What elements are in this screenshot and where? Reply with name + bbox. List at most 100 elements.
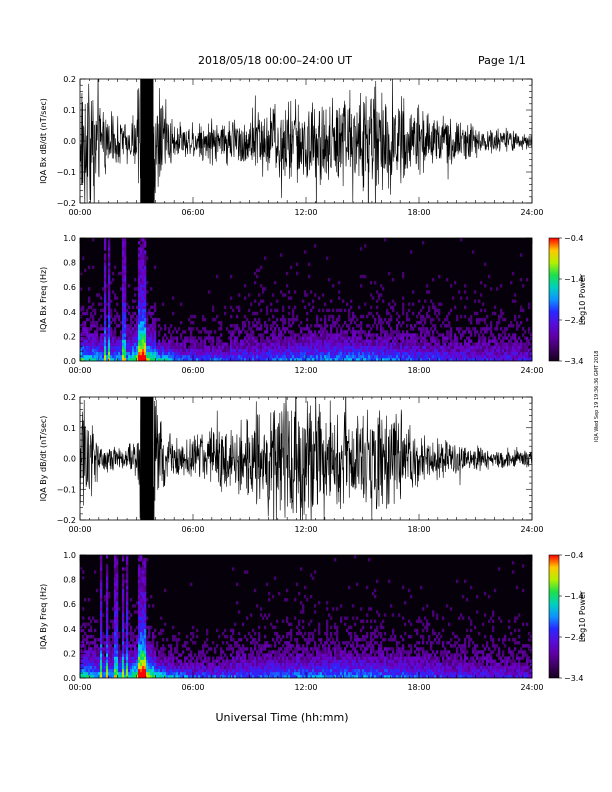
spectrogram-cell xyxy=(338,281,341,285)
spectrogram-cell xyxy=(84,638,87,642)
spectrogram-cell xyxy=(146,662,149,667)
spectrogram-cell xyxy=(158,324,161,328)
spectrogram-cell xyxy=(336,321,339,325)
spectrogram-cell xyxy=(220,333,223,337)
spectrogram-cell xyxy=(442,321,445,325)
spectrogram-cell xyxy=(284,348,287,353)
spectrogram-cell xyxy=(166,354,169,359)
spectrogram-cell xyxy=(90,324,93,328)
spectrogram-cell xyxy=(92,345,95,350)
spectrogram-cell xyxy=(146,671,149,676)
spectrogram-cell xyxy=(104,641,107,645)
spectrogram-cell xyxy=(228,357,231,361)
spectrogram-cell xyxy=(192,625,195,630)
spectrogram-cell xyxy=(132,604,135,608)
spectrogram-cell xyxy=(206,351,209,356)
spectrogram-cell xyxy=(274,659,277,663)
spectrogram-cell xyxy=(396,327,399,331)
spectrogram-cell xyxy=(160,653,163,657)
spectrogram-cell xyxy=(270,622,273,627)
spectrogram-cell xyxy=(508,357,511,361)
spectrogram-cell xyxy=(84,324,87,328)
spectrogram-cell xyxy=(162,628,165,633)
spectrogram-cell xyxy=(322,342,325,346)
spectrogram-cell xyxy=(246,616,249,620)
spectrogram-cell xyxy=(134,339,137,343)
spectrogram-cell xyxy=(272,659,275,663)
spectrogram-cell xyxy=(108,302,111,306)
spectrogram-cell xyxy=(292,668,295,673)
spectrogram-cell xyxy=(404,333,407,337)
spectrogram-cell xyxy=(310,345,313,350)
spectrogram-cell xyxy=(274,625,277,630)
spectrogram-cell xyxy=(108,268,111,273)
spectrogram-cell xyxy=(124,241,127,245)
spectrogram-cell xyxy=(452,342,455,346)
spectrogram-cell xyxy=(234,336,237,340)
spectrogram-cell xyxy=(468,317,471,322)
spectrogram-cell xyxy=(490,321,493,325)
spectrogram-cell xyxy=(114,357,117,361)
spectrogram-cell xyxy=(266,641,269,645)
spectrogram-cell xyxy=(214,351,217,356)
spectrogram-cell xyxy=(384,339,387,343)
spectrogram-cell xyxy=(524,330,527,334)
spectrogram-cell xyxy=(246,336,249,340)
spectrogram-cell xyxy=(114,555,117,559)
spectrogram-cell xyxy=(98,638,101,642)
spectrogram-cell xyxy=(404,345,407,350)
spectrogram-cell xyxy=(142,327,145,331)
spectrogram-cell xyxy=(216,348,219,353)
spectrogram-cell xyxy=(236,601,239,605)
spectrogram-cell xyxy=(136,601,139,605)
spectrogram-cell xyxy=(340,357,343,361)
spectrogram-cell xyxy=(88,622,91,627)
spectrogram-cell xyxy=(346,357,349,361)
spectrogram-cell xyxy=(278,327,281,331)
spectrogram-cell xyxy=(362,351,365,356)
spectrogram-cell xyxy=(316,348,319,353)
spectrogram-cell xyxy=(364,274,367,279)
spectrogram-cell xyxy=(194,348,197,353)
spectrogram-cell xyxy=(282,662,285,667)
spectrogram-cell xyxy=(238,644,241,648)
spectrogram-cell xyxy=(124,284,127,288)
spectrogram-cell xyxy=(168,662,171,667)
spectrogram-cell xyxy=(130,656,133,660)
spectrogram-cell xyxy=(180,674,183,678)
spectrogram-cell xyxy=(158,665,161,670)
spectrogram-cell xyxy=(300,330,303,334)
spectrogram-cell xyxy=(160,647,163,651)
spectrogram-cell xyxy=(150,287,153,291)
spectrogram-cell xyxy=(440,345,443,350)
spectrogram-cell xyxy=(254,299,257,303)
spectrogram-cell xyxy=(92,265,95,270)
spectrogram-cell xyxy=(296,641,299,645)
spectrogram-cell xyxy=(88,305,91,310)
spectrogram-cell xyxy=(196,628,199,633)
y-tick-label: 0.1 xyxy=(63,424,76,433)
spectrogram-cell xyxy=(516,327,519,331)
spectrogram-cell xyxy=(144,671,147,676)
spectrogram-cell xyxy=(166,336,169,340)
spectrogram-cell xyxy=(378,351,381,356)
spectrogram-cell xyxy=(208,336,211,340)
spectrogram-cell xyxy=(92,324,95,328)
spectrogram-cell xyxy=(82,641,85,645)
spectrogram-cell xyxy=(108,256,111,260)
spectrogram-cell xyxy=(174,336,177,340)
spectrogram-cell xyxy=(376,333,379,337)
spectrogram-cell xyxy=(360,327,363,331)
spectrogram-cell xyxy=(178,662,181,667)
spectrogram-cell xyxy=(330,339,333,343)
spectrogram-cell xyxy=(286,671,289,676)
spectrogram-cell xyxy=(316,345,319,350)
spectrogram-cell xyxy=(348,336,351,340)
spectrogram-cell xyxy=(384,317,387,322)
spectrogram-cell xyxy=(262,351,265,356)
spectrogram-cell xyxy=(150,641,153,645)
spectrogram-cell xyxy=(468,339,471,343)
spectrogram-cell xyxy=(124,287,127,291)
spectrogram-cell xyxy=(458,290,461,294)
spectrogram-cell xyxy=(384,345,387,350)
